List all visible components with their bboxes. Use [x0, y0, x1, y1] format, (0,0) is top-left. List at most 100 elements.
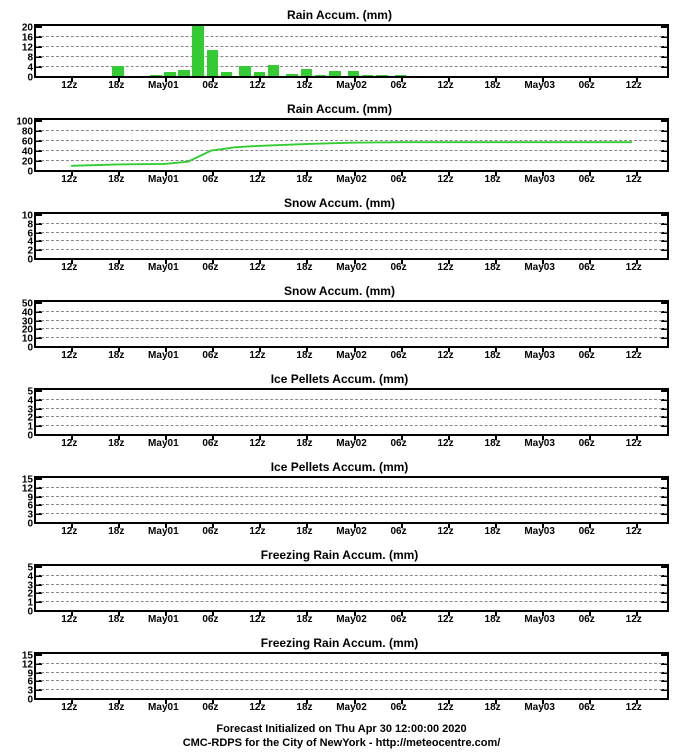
- x-tick-label: May03: [524, 702, 555, 713]
- chart-wrap: 01020304050: [34, 300, 677, 348]
- panel-7: Freezing Rain Accum. (mm)0369121512z18zM…: [2, 636, 677, 718]
- x-tick-label: 18z: [108, 174, 124, 185]
- y-tick-label: 0: [27, 73, 33, 84]
- x-axis: 12z18zMay0106z12z18zMay0206z12z18zMay030…: [34, 350, 669, 366]
- x-tick-label: 12z: [438, 350, 454, 361]
- panel-title: Freezing Rain Accum. (mm): [2, 636, 677, 650]
- x-tick-label: 18z: [108, 350, 124, 361]
- x-tick-label: 18z: [296, 350, 312, 361]
- x-tick-label: 12z: [61, 262, 77, 273]
- x-tick-label: 18z: [485, 526, 501, 537]
- gridline: [36, 223, 667, 224]
- x-tick-label: 06z: [390, 614, 406, 625]
- x-tick-label: 06z: [202, 80, 218, 91]
- x-tick-label: May02: [336, 262, 367, 273]
- x-tick-label: 06z: [202, 262, 218, 273]
- x-axis: 12z18zMay0106z12z18zMay0206z12z18zMay030…: [34, 526, 669, 542]
- x-tick-label: May01: [148, 702, 179, 713]
- x-tick-label: 18z: [108, 526, 124, 537]
- gridline: [36, 56, 667, 57]
- y-tick-label: 16: [22, 33, 33, 44]
- x-tick-label: 12z: [61, 80, 77, 91]
- x-tick-label: 12z: [61, 438, 77, 449]
- panel-title: Ice Pellets Accum. (mm): [2, 372, 677, 386]
- x-tick-label: 06z: [579, 614, 595, 625]
- x-tick-label: May02: [336, 350, 367, 361]
- x-tick-label: 18z: [296, 526, 312, 537]
- x-tick-label: 12z: [438, 80, 454, 91]
- y-tick-label: 100: [16, 117, 33, 128]
- chart-wrap: 03691215: [34, 476, 677, 524]
- bar: [112, 66, 124, 76]
- x-axis: 12z18zMay0106z12z18zMay0206z12z18zMay030…: [34, 438, 669, 454]
- x-tick-label: 06z: [202, 702, 218, 713]
- x-tick-label: May02: [336, 702, 367, 713]
- gridline: [36, 592, 667, 593]
- bar: [395, 75, 407, 76]
- gridline: [36, 584, 667, 585]
- y-tick-label: 20: [22, 157, 33, 168]
- y-tick-label: 5: [27, 563, 33, 574]
- x-tick-label: 12z: [626, 438, 642, 449]
- gridline: [36, 66, 667, 67]
- x-tick-label: May01: [148, 526, 179, 537]
- gridline: [36, 689, 667, 690]
- x-tick-label: 18z: [485, 614, 501, 625]
- panel-3: Snow Accum. (mm)0102030405012z18zMay0106…: [2, 284, 677, 366]
- x-tick-label: 18z: [485, 262, 501, 273]
- x-tick-label: 18z: [108, 80, 124, 91]
- x-tick-label: 06z: [202, 174, 218, 185]
- plot-area: 012345: [34, 564, 669, 612]
- chart-wrap: 048121620: [34, 24, 677, 78]
- panel-1: Rain Accum. (mm)02040608010012z18zMay010…: [2, 102, 677, 190]
- x-tick-label: 12z: [438, 526, 454, 537]
- x-tick-label: 06z: [202, 350, 218, 361]
- x-tick-label: 18z: [485, 80, 501, 91]
- gridline: [36, 487, 667, 488]
- bar: [286, 74, 298, 77]
- x-tick-label: 06z: [579, 438, 595, 449]
- gridline: [36, 240, 667, 241]
- y-tick-label: 0: [27, 167, 33, 178]
- x-tick-label: 18z: [296, 614, 312, 625]
- footer-line1: Forecast Initialized on Thu Apr 30 12:00…: [2, 722, 679, 736]
- x-tick-label: 12z: [438, 438, 454, 449]
- x-tick-label: 18z: [485, 350, 501, 361]
- gridline: [36, 496, 667, 497]
- panel-title: Snow Accum. (mm): [2, 284, 677, 298]
- x-tick-label: 18z: [296, 262, 312, 273]
- x-tick-label: 18z: [485, 174, 501, 185]
- plot-area: 020406080100: [34, 118, 669, 172]
- x-tick-label: 06z: [579, 702, 595, 713]
- gridline: [36, 36, 667, 37]
- bar: [362, 75, 374, 76]
- x-tick-label: May02: [336, 438, 367, 449]
- panel-5: Ice Pellets Accum. (mm)0369121512z18zMay…: [2, 460, 677, 542]
- x-tick-label: 12z: [626, 614, 642, 625]
- bar: [268, 65, 280, 76]
- gridline: [36, 504, 667, 505]
- y-tick-label: 12: [22, 43, 33, 54]
- x-tick-label: 12z: [626, 526, 642, 537]
- x-tick-label: 06z: [202, 438, 218, 449]
- x-tick-label: May03: [524, 174, 555, 185]
- y-tick-label: 4: [27, 63, 33, 74]
- x-tick-label: 18z: [108, 702, 124, 713]
- bar: [376, 75, 388, 76]
- x-tick-label: May01: [148, 262, 179, 273]
- footer-line2: CMC-RDPS for the City of NewYork - http:…: [2, 736, 679, 750]
- x-tick-label: 18z: [296, 438, 312, 449]
- gridline: [36, 311, 667, 312]
- gridline: [36, 249, 667, 250]
- x-tick-label: 18z: [485, 438, 501, 449]
- x-tick-label: May01: [148, 174, 179, 185]
- line-chart: [36, 120, 667, 170]
- gridline: [36, 320, 667, 321]
- x-tick-label: May01: [148, 80, 179, 91]
- x-tick-label: 18z: [485, 702, 501, 713]
- x-tick-label: 12z: [61, 350, 77, 361]
- x-tick-label: May02: [336, 614, 367, 625]
- x-axis: 12z18zMay0106z12z18zMay0206z12z18zMay030…: [34, 614, 669, 630]
- x-tick-label: 12z: [626, 262, 642, 273]
- panel-title: Rain Accum. (mm): [2, 8, 677, 22]
